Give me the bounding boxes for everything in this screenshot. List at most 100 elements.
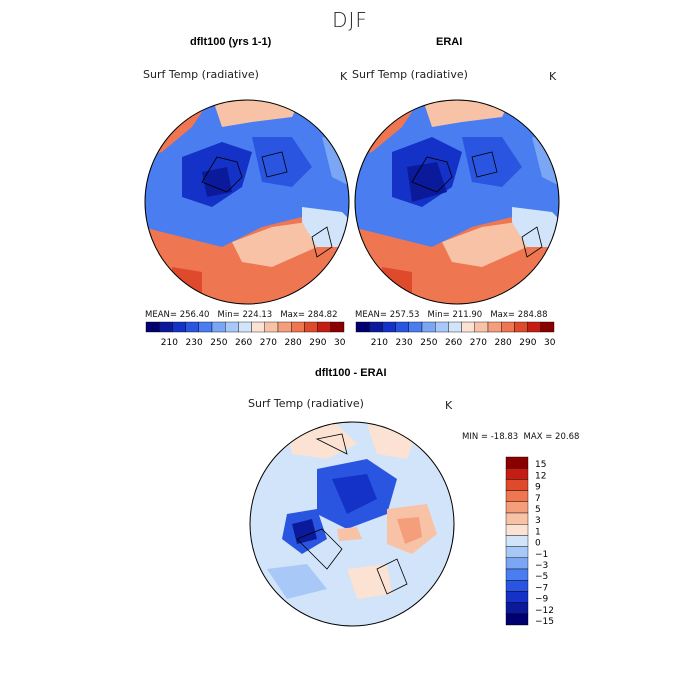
panel-1-units: K [340, 70, 348, 83]
panel-2-variable: Surf Temp (radiative) [352, 68, 468, 81]
panel-2-colorbar: 210 230 250 260 270 280 290 300 [355, 321, 555, 348]
diff-colorbar-swatch [505, 479, 529, 491]
panel-2-colorbar-swatch [408, 321, 423, 333]
panel-2-colorbar-swatch [500, 321, 515, 333]
panel-1-colorbar-swatch [145, 321, 160, 333]
panel-2-colorbar-swatch [461, 321, 475, 333]
panel-2-colorbar-swatch [355, 321, 370, 333]
panel-2-colorbar-swatch [448, 321, 462, 333]
panel-2-colorbar-swatch [421, 321, 436, 333]
panel-2-colorbar-tick-label: 280 [495, 338, 512, 348]
panel-2-units: K [549, 70, 557, 83]
diff-colorbar-tick-label: −15 [535, 617, 554, 626]
diff-panel-title: dflt100 - ERAI [315, 367, 387, 379]
panel-2-colorbar-swatch [474, 321, 489, 333]
panel-2-colorbar-tick-label: 290 [519, 338, 536, 348]
panel-1-colorbar-swatch [330, 321, 345, 333]
panel-1-colorbar-swatch [264, 321, 279, 333]
panel-2-colorbar-swatch [395, 321, 409, 333]
panel-1-mean: 256.40 [179, 310, 210, 320]
panel-1-colorbar-tick-label: 280 [285, 338, 302, 348]
panel-1-colorbar-tick-label: 250 [210, 338, 227, 348]
panel-2-colorbar-swatch [487, 321, 502, 333]
diff-colorbar-swatch [505, 523, 529, 536]
diff-colorbar-swatch [505, 456, 529, 469]
diff-colorbar-tick-label: 0 [535, 539, 541, 549]
panel-1-variable: Surf Temp (radiative) [143, 68, 259, 81]
panel-2-colorbar-tick-label: 230 [396, 338, 413, 348]
diff-colorbar-swatch [505, 579, 529, 592]
panel-1-colorbar-tick-label: 290 [309, 338, 326, 348]
diff-colorbar-swatch [505, 591, 529, 603]
panel-2-colorbar-tick-label: 270 [470, 338, 487, 348]
diff-colorbar-swatch [505, 490, 529, 502]
panel-1-colorbar-swatch [251, 321, 265, 333]
panel-2-mean: 257.53 [389, 310, 420, 320]
panel-1-colorbar-swatch [238, 321, 252, 333]
diff-colorbar-tick-label: 3 [535, 516, 541, 526]
panel-2-polar-map [354, 99, 560, 305]
panel-2-title: ERAI [436, 36, 463, 48]
panel-1-polar-map [144, 99, 350, 305]
panel-2-stats: MEAN= 257.53 Min= 211.90 Max= 284.88 [355, 310, 548, 320]
panel-1-colorbar: 210 230 250 260 270 280 290 300 [145, 321, 345, 348]
diff-colorbar-tick-label: −5 [535, 572, 548, 582]
panel-2-colorbar-swatch [368, 321, 383, 333]
panel-1-colorbar-tick-label: 260 [235, 338, 252, 348]
panel-1-colorbar-swatch [277, 321, 292, 333]
diff-colorbar-tick-label: 5 [535, 505, 541, 515]
diff-colorbar-tick-label: −9 [535, 595, 549, 605]
panel-2-colorbar-tick-label: 210 [371, 338, 388, 348]
diff-colorbar-swatch [505, 568, 529, 581]
panel-1-colorbar-swatch [185, 321, 199, 333]
panel-1-colorbar-swatch [317, 321, 332, 333]
diff-colorbar-tick-label: −1 [535, 550, 548, 560]
panel-1-stats: MEAN= 256.40 Min= 224.13 Max= 284.82 [145, 310, 338, 320]
diff-panel-stats: MIN = -18.83 MAX = 20.68 [462, 432, 580, 442]
panel-2-max: 284.88 [517, 310, 548, 320]
diff-colorbar-tick-label: 12 [535, 471, 546, 481]
diff-colorbar-tick-label: −12 [535, 606, 554, 616]
panel-1-colorbar-tick-label: 300 [334, 338, 345, 348]
diff-colorbar-tick-label: −3 [535, 561, 548, 571]
diff-colorbar-tick-label: 1 [535, 527, 541, 537]
diff-colorbar-swatch [505, 467, 529, 480]
diff-polar-map [249, 421, 455, 627]
panel-2-colorbar-swatch [434, 321, 449, 333]
diff-colorbar-swatch [505, 535, 529, 547]
diff-panel-units: K [445, 399, 453, 412]
diff-min: -18.83 [490, 432, 519, 442]
panel-1-colorbar-swatch [172, 321, 186, 333]
diff-colorbar-tick-label: 7 [535, 494, 541, 504]
panel-2-colorbar-swatch [527, 321, 542, 333]
panel-1-colorbar-tick-label: 210 [161, 338, 178, 348]
diff-colorbar-swatch [505, 613, 529, 626]
panel-1-colorbar-swatch [158, 321, 173, 333]
panel-2-colorbar-swatch [514, 321, 528, 333]
panel-2-colorbar-tick-label: 260 [445, 338, 462, 348]
panel-1-colorbar-swatch [224, 321, 239, 333]
diff-colorbar-swatch [505, 602, 529, 615]
panel-1-min: 224.13 [242, 310, 273, 320]
panel-2-colorbar-swatch [540, 321, 555, 333]
diff-colorbar-tick-label: 9 [535, 483, 541, 493]
panel-1-max: 284.82 [307, 310, 338, 320]
diff-colorbar-tick-label: −7 [535, 583, 548, 593]
panel-2-colorbar-swatch [382, 321, 396, 333]
figure-title: DJF [332, 8, 368, 32]
panel-2-colorbar-tick-label: 250 [420, 338, 437, 348]
diff-colorbar-swatch [505, 512, 529, 525]
diff-panel-variable: Surf Temp (radiative) [248, 397, 364, 410]
panel-2-min: 211.90 [452, 310, 483, 320]
panel-1-colorbar-swatch [304, 321, 318, 333]
diff-colorbar-tick-label: 15 [535, 460, 546, 470]
panel-1-colorbar-tick-label: 270 [260, 338, 277, 348]
diff-colorbar-swatch [505, 557, 529, 570]
diff-colorbar-swatch [505, 546, 529, 558]
diff-max: 20.68 [555, 432, 580, 442]
panel-1-colorbar-swatch [290, 321, 305, 333]
panel-1-colorbar-swatch [198, 321, 213, 333]
panel-2-colorbar-tick-label: 300 [544, 338, 555, 348]
panel-1-colorbar-swatch [211, 321, 226, 333]
